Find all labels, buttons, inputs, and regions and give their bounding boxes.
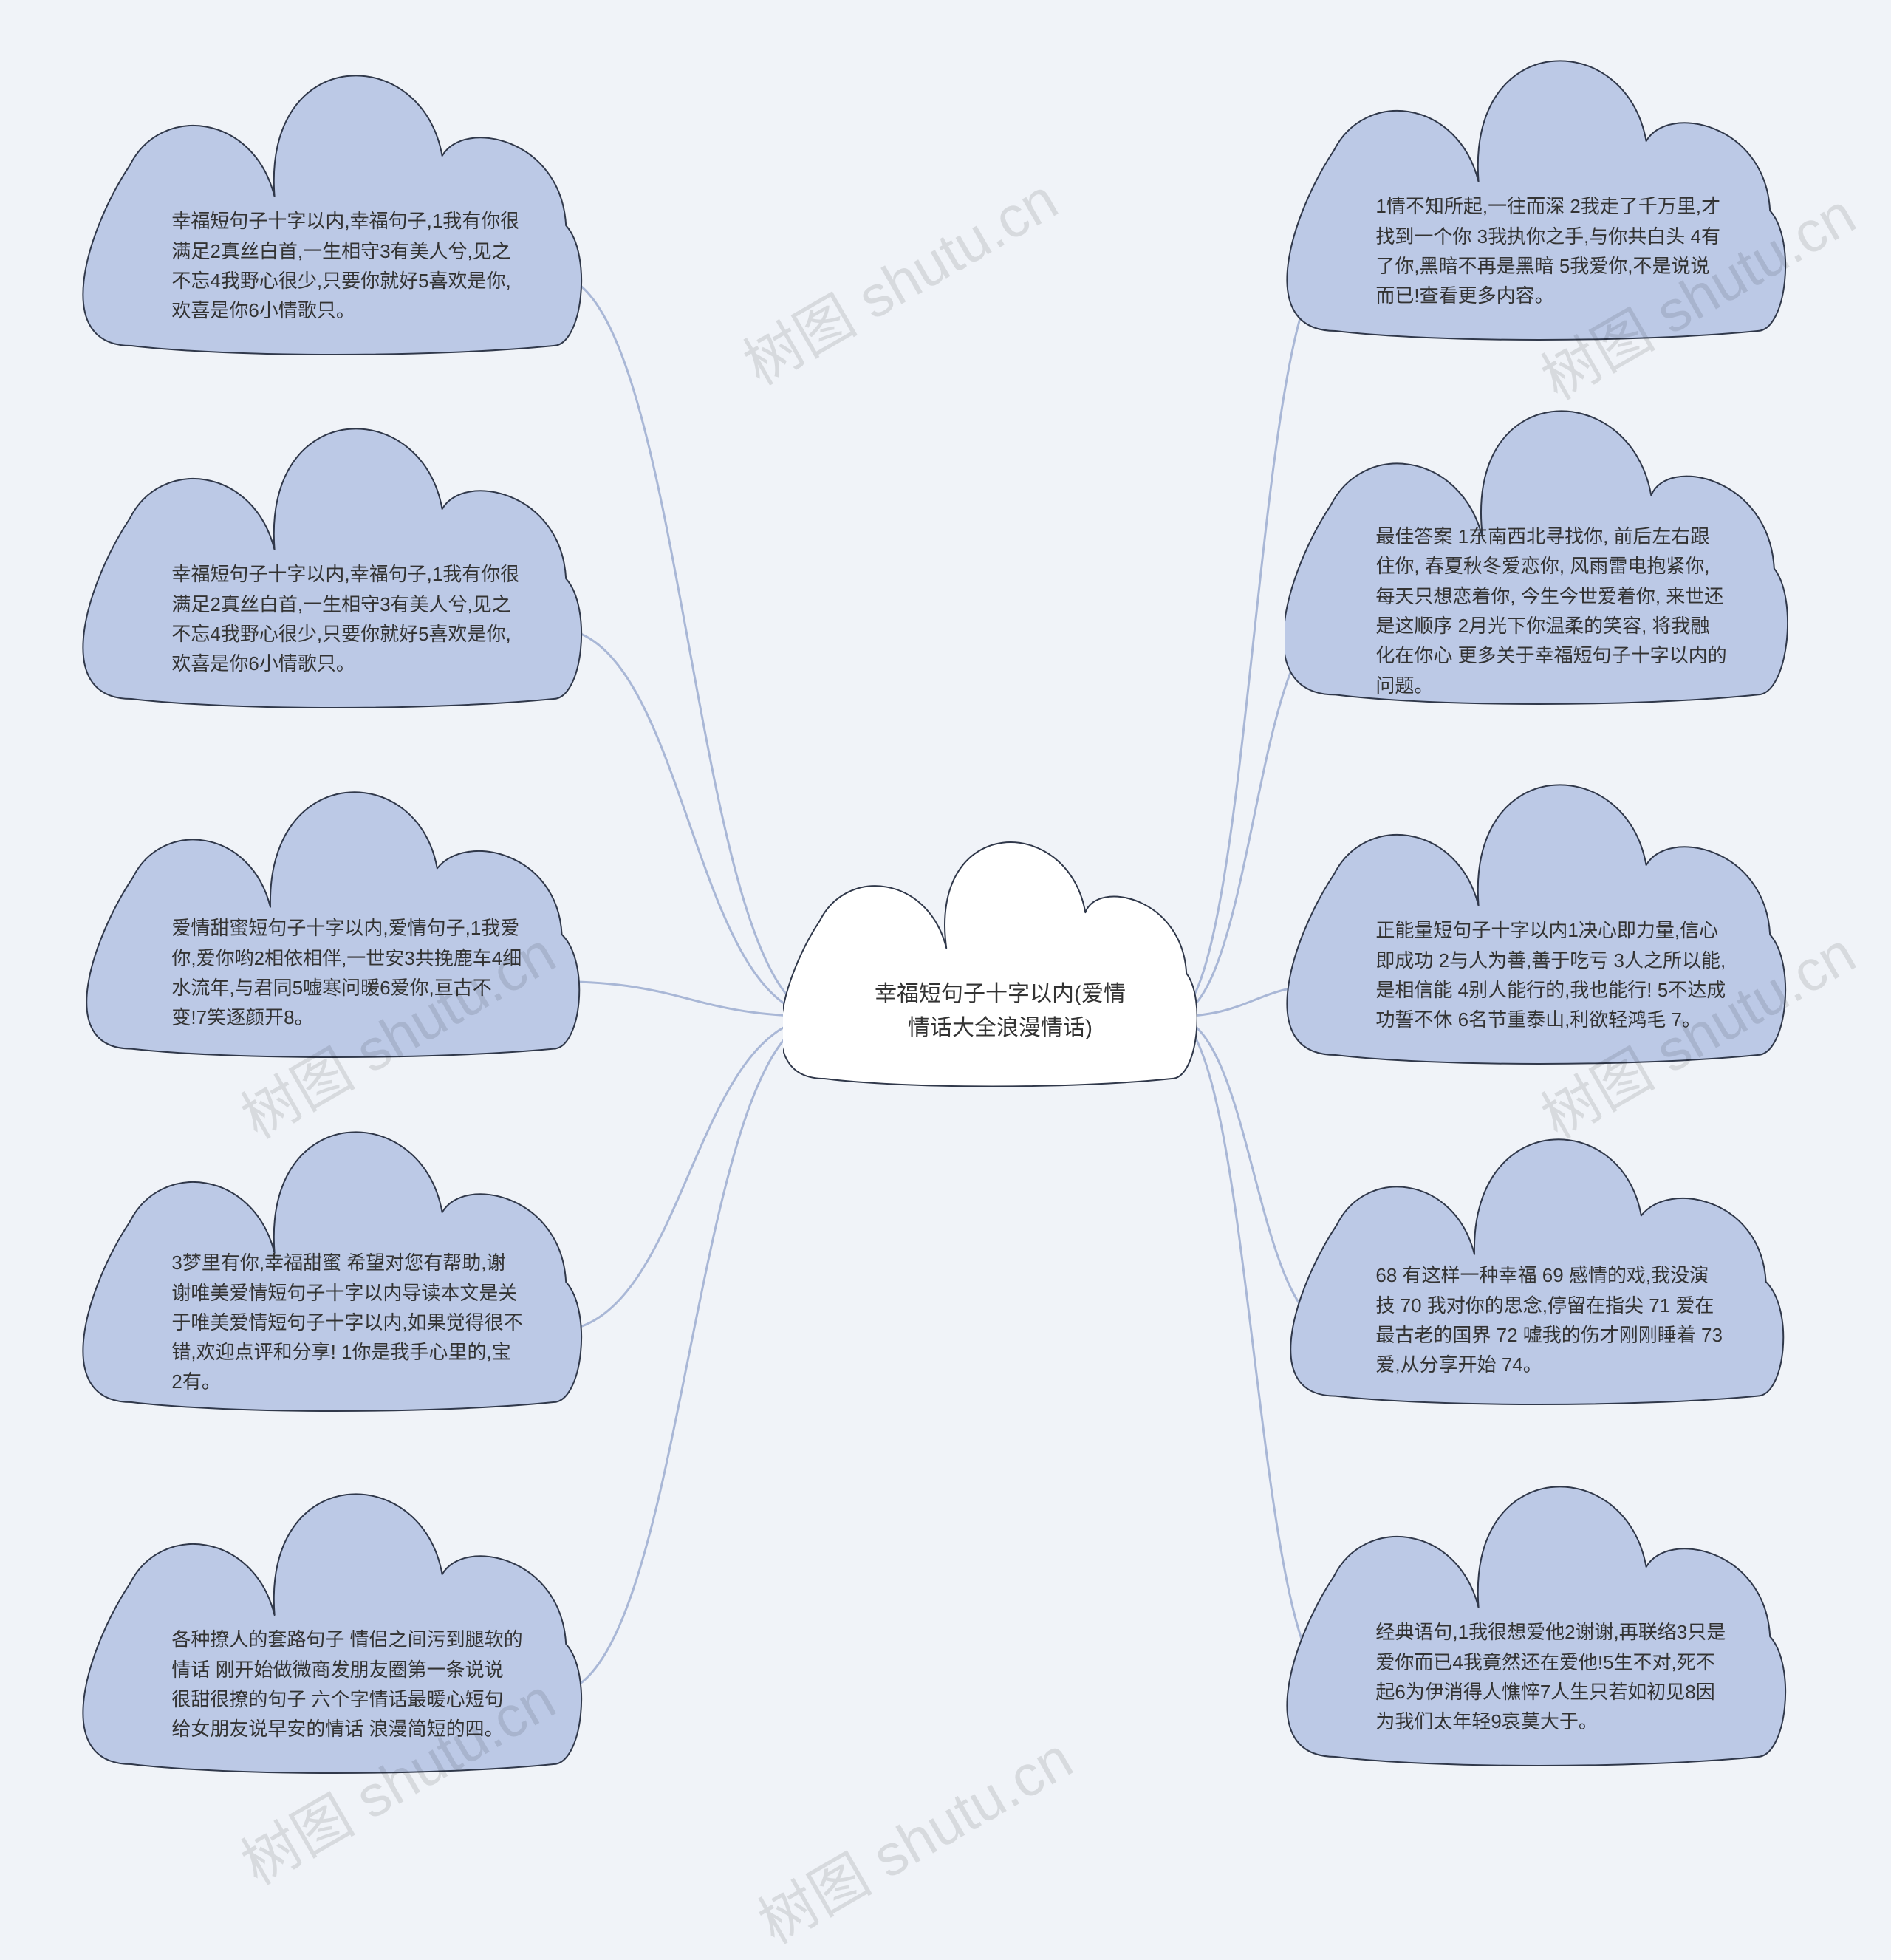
topic-node: 幸福短句子十字以内,幸福句子,1我有你很满足2真丝白首,一生相守3有美人兮,见之… (81, 427, 584, 723)
topic-node: 经典语句,1我很想爱他2谢谢,再联络3只是爱你而已4我竟然还在爱他!5生不对,死… (1285, 1485, 1788, 1780)
topic-text: 各种撩人的套路句子 情侣之间污到腿软的情话 刚开始做微商发朋友圈第一条说说 很甜… (171, 1605, 523, 1764)
topic-node: 1情不知所起,一往而深 2我走了千万里,才找到一个你 3我执你之手,与你共白头 … (1285, 59, 1788, 355)
topic-text: 1情不知所起,一往而深 2我走了千万里,才找到一个你 3我执你之手,与你共白头 … (1375, 171, 1727, 331)
topic-node: 幸福短句子十字以内,幸福句子,1我有你很满足2真丝白首,一生相守3有美人兮,见之… (81, 74, 584, 369)
topic-node: 3梦里有你,幸福甜蜜 希望对您有帮助,谢谢唯美爱情短句子十字以内导读本文是关于唯… (81, 1130, 584, 1426)
topic-text: 最佳答案 1东南西北寻找你, 前后左右跟住你, 春夏秋冬爱恋你, 风雨雷电抱紧你… (1375, 527, 1727, 695)
watermark: 树图 shutu.cn (727, 154, 1070, 400)
connector (553, 1017, 824, 1693)
center-node: 幸福短句子十字以内(爱情情话大全浪漫情话) (783, 841, 1197, 1099)
topic-text: 爱情甜蜜短句子十字以内,爱情句子,1我爱你,爱你哟2相依相伴,一世安3共挽鹿车4… (171, 897, 523, 1048)
topic-text: 3梦里有你,幸福甜蜜 希望对您有帮助,谢谢唯美爱情短句子十字以内导读本文是关于唯… (171, 1243, 523, 1402)
topic-node: 正能量短句子十字以内1决心即力量,信心即成功 2与人为善,善于吃亏 3人之所以能… (1285, 783, 1788, 1079)
topic-text: 幸福短句子十字以内,幸福句子,1我有你很满足2真丝白首,一生相守3有美人兮,见之… (171, 539, 523, 699)
center-text: 幸福短句子十字以内(爱情情话大全浪漫情话) (866, 944, 1135, 1079)
topic-node: 68 有这样一种幸福 69 感情的戏,我没演技 70 我对你的思念,停留在指尖 … (1285, 1138, 1788, 1418)
topic-node: 最佳答案 1东南西北寻找你, 前后左右跟住你, 春夏秋冬爱恋你, 风雨雷电抱紧你… (1285, 409, 1788, 720)
topic-text: 经典语句,1我很想爱他2谢谢,再联络3只是爱你而已4我竟然还在爱他!5生不对,死… (1375, 1597, 1727, 1757)
topic-text: 68 有这样一种幸福 69 感情的戏,我没演技 70 我对你的思念,停留在指尖 … (1375, 1244, 1727, 1396)
watermark: 树图 shutu.cn (742, 1713, 1085, 1959)
topic-text: 正能量短句子十字以内1决心即力量,信心即成功 2与人为善,善于吃亏 3人之所以能… (1375, 895, 1727, 1055)
topic-node: 各种撩人的套路句子 情侣之间污到腿软的情话 刚开始做微商发朋友圈第一条说说 很甜… (81, 1492, 584, 1788)
topic-text: 幸福短句子十字以内,幸福句子,1我有你很满足2真丝白首,一生相守3有美人兮,见之… (171, 186, 523, 346)
mindmap-canvas: 幸福短句子十字以内(爱情情话大全浪漫情话) 幸福短句子十字以内,幸福句子,1我有你… (0, 0, 1891, 1863)
topic-node: 爱情甜蜜短句子十字以内,爱情句子,1我爱你,爱你哟2相依相伴,一世安3共挽鹿车4… (81, 791, 584, 1071)
